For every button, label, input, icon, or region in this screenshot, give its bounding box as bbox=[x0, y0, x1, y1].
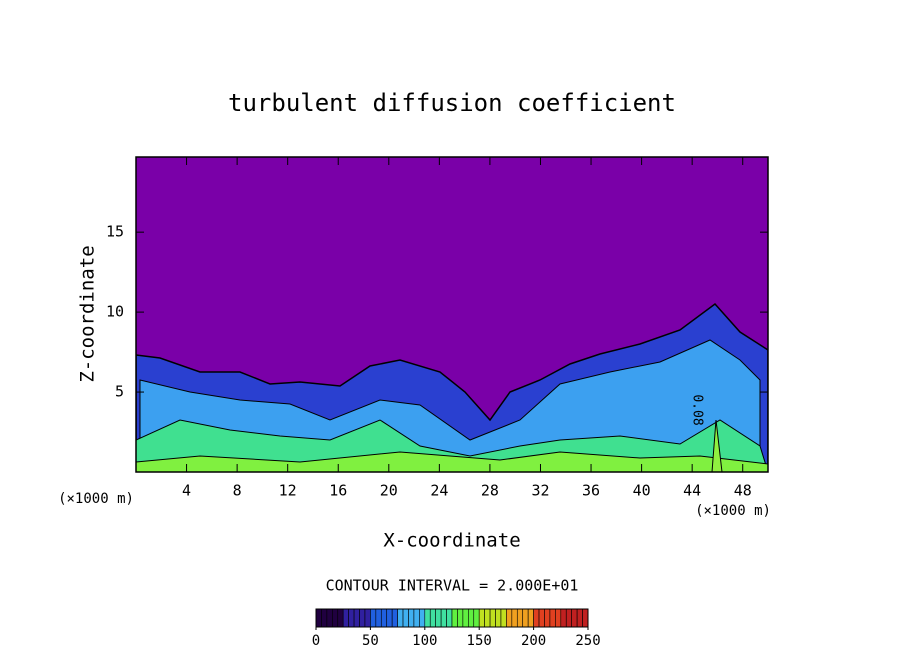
colorbar-cell bbox=[315, 608, 322, 628]
x-tick-label: 12 bbox=[279, 482, 297, 500]
colorbar-cell bbox=[332, 608, 339, 628]
contour-label: 0.08 bbox=[690, 394, 705, 425]
colorbar-tick-label: 150 bbox=[467, 633, 492, 649]
colorbar-cell bbox=[457, 608, 464, 628]
colorbar-cell bbox=[462, 608, 469, 628]
colorbar-tick-label: 100 bbox=[412, 633, 437, 649]
colorbar-cell bbox=[364, 608, 371, 628]
colorbar-cell bbox=[375, 608, 382, 628]
colorbar-tick-label: 50 bbox=[362, 633, 379, 649]
colorbar-cell bbox=[424, 608, 431, 628]
colorbar-cell bbox=[516, 608, 524, 628]
x-tick-label: 16 bbox=[329, 482, 347, 500]
colorbar-cell bbox=[571, 608, 578, 628]
y-tick-label: 15 bbox=[106, 223, 124, 241]
colorbar-cell bbox=[419, 608, 426, 628]
colorbar-cell bbox=[473, 608, 480, 628]
colorbar-cell bbox=[468, 608, 475, 628]
y-tick-label: 5 bbox=[115, 383, 124, 401]
colorbar-cell bbox=[500, 608, 507, 628]
chart-title: turbulent diffusion coefficient bbox=[228, 89, 676, 117]
x-unit: (×1000 m) bbox=[695, 503, 771, 519]
x-tick-label: 36 bbox=[582, 482, 600, 500]
colorbar-cell bbox=[522, 608, 529, 628]
colorbar-cell bbox=[380, 608, 388, 628]
x-tick-label: 4 bbox=[182, 482, 191, 500]
colorbar-cell bbox=[391, 608, 398, 628]
colorbar-cell bbox=[576, 608, 583, 628]
colorbar-cell bbox=[326, 608, 333, 628]
field-region bbox=[711, 419, 723, 472]
colorbar-cell bbox=[527, 608, 534, 628]
colorbar-cell bbox=[478, 608, 485, 628]
colorbar-tick-label: 200 bbox=[521, 633, 546, 649]
plot-frame bbox=[135, 156, 769, 473]
colorbar-cell bbox=[370, 608, 377, 628]
colorbar-cell bbox=[348, 608, 355, 628]
colorbar-tick-label: 0 bbox=[312, 633, 320, 649]
contour-interval: CONTOUR INTERVAL = 2.000E+01 bbox=[326, 577, 579, 595]
colorbar-cell bbox=[565, 608, 572, 628]
x-tick-label: 28 bbox=[481, 482, 499, 500]
colorbar-cell bbox=[337, 608, 344, 628]
colorbar-cell bbox=[582, 608, 589, 628]
colorbar-cell bbox=[446, 608, 453, 628]
colorbar-cell bbox=[402, 608, 409, 628]
colorbar-cell bbox=[397, 608, 404, 628]
y-tick-label: 10 bbox=[106, 303, 124, 321]
colorbar-cell bbox=[560, 608, 567, 628]
colorbar-frame bbox=[315, 608, 589, 628]
colorbar-cell bbox=[511, 608, 518, 628]
colorbar-cell bbox=[533, 608, 540, 628]
colorbar-cell bbox=[429, 608, 436, 628]
x-unit: (×1000 m) bbox=[58, 491, 134, 507]
x-tick-label: 20 bbox=[380, 482, 398, 500]
colorbar-cell bbox=[489, 608, 496, 628]
colorbar-cell bbox=[555, 608, 562, 628]
x-tick-label: 8 bbox=[233, 482, 242, 500]
colorbar-cell bbox=[495, 608, 502, 628]
colorbar-cell bbox=[440, 608, 447, 628]
x-tick-label: 40 bbox=[633, 482, 651, 500]
colorbar-cell bbox=[549, 608, 556, 628]
colorbar-cell bbox=[484, 608, 491, 628]
colorbar-cell bbox=[408, 608, 415, 628]
x-tick-label: 24 bbox=[430, 482, 448, 500]
colorbar-cell bbox=[342, 608, 349, 628]
colorbar-cell bbox=[359, 608, 366, 628]
colorbar-tick-label: 250 bbox=[575, 633, 600, 649]
colorbar-cell bbox=[353, 608, 360, 628]
x-tick-label: 48 bbox=[734, 482, 752, 500]
field-region bbox=[136, 451, 768, 472]
colorbar-cell bbox=[506, 608, 513, 628]
colorbar-cell bbox=[451, 608, 458, 628]
y-axis-label: Z-coordinate bbox=[77, 245, 99, 382]
colorbar-cell bbox=[386, 608, 393, 628]
colorbar-cell bbox=[544, 608, 551, 628]
colorbar-cell bbox=[321, 608, 328, 628]
x-tick-label: 44 bbox=[683, 482, 701, 500]
colorbar-cell bbox=[435, 608, 442, 628]
x-tick-label: 32 bbox=[531, 482, 549, 500]
colorbar-cell bbox=[538, 608, 545, 628]
field bbox=[136, 157, 768, 472]
x-axis-label: X-coordinate bbox=[383, 530, 520, 552]
colorbar-cell bbox=[413, 608, 420, 628]
